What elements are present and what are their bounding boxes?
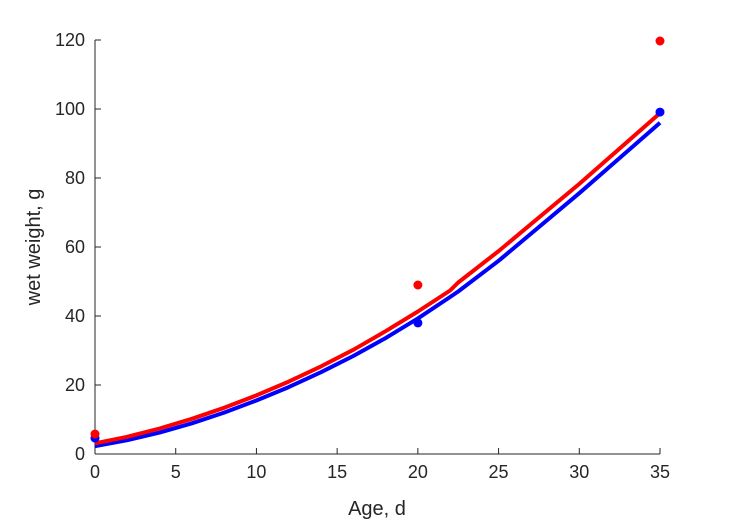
x-tick-label: 20: [408, 462, 428, 482]
blue-series-line: [94, 121, 662, 449]
red-data-point: [655, 36, 665, 46]
x-tick-label: 30: [569, 462, 589, 482]
y-ticks: 0 20 40 60 80 100 120: [55, 30, 101, 464]
x-tick-label: 15: [327, 462, 347, 482]
x-tick-label: 0: [90, 462, 100, 482]
blue-data-point: [655, 107, 665, 117]
x-tick-label: 25: [489, 462, 509, 482]
y-axis-label: wet weight, g: [23, 189, 45, 307]
red-data-point: [90, 429, 100, 439]
blue-data-point: [413, 318, 423, 328]
y-tick-label: 80: [65, 168, 85, 188]
red-data-point: [413, 280, 423, 290]
axes: [94, 40, 660, 455]
x-axis-label: Age, d: [348, 498, 406, 520]
y-tick-label: 60: [65, 237, 85, 257]
y-tick-label: 100: [55, 99, 85, 119]
x-tick-label: 5: [171, 462, 181, 482]
red-series-line: [94, 111, 662, 446]
x-tick-label: 10: [246, 462, 266, 482]
y-tick-label: 0: [75, 444, 85, 464]
plot-series: [90, 36, 665, 449]
y-tick-label: 20: [65, 375, 85, 395]
y-tick-label: 120: [55, 30, 85, 50]
y-tick-label: 40: [65, 306, 85, 326]
x-ticks: 0 5 10 15 20 25 30 35: [90, 448, 670, 482]
x-tick-label: 35: [650, 462, 670, 482]
